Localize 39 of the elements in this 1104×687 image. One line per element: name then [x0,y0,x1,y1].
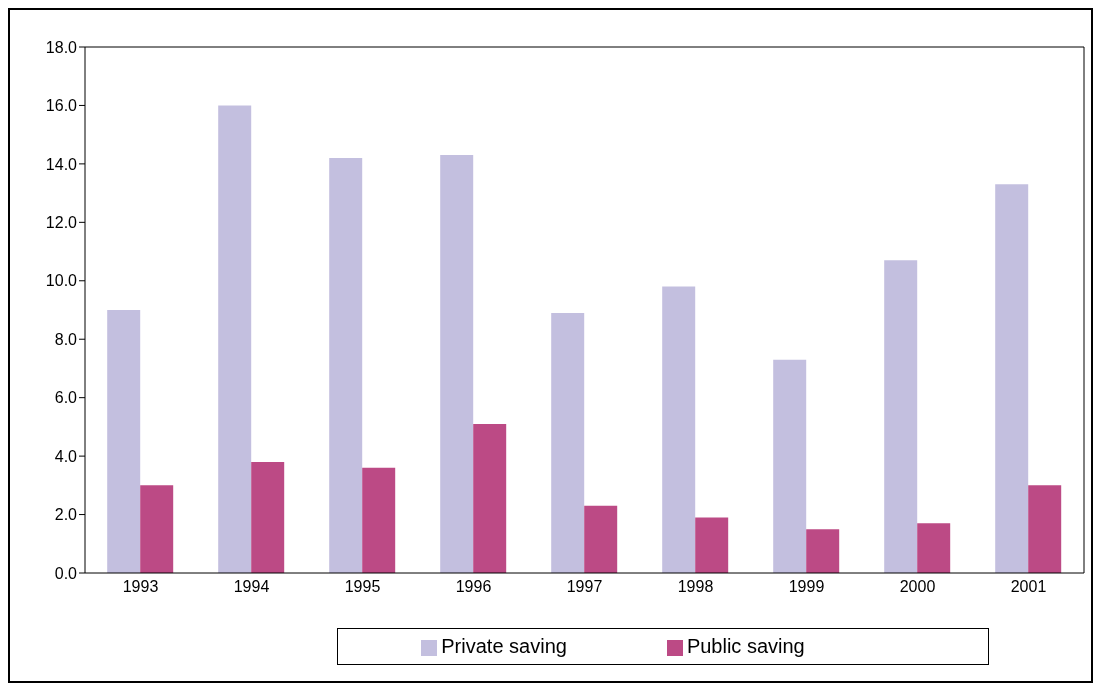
x-tick-label: 1993 [122,578,159,596]
bar [473,423,507,573]
bar [806,529,840,573]
y-tick-label: 12.0 [45,214,78,232]
bar [440,155,474,573]
bar [695,517,729,573]
x-tick-label: 1994 [233,578,270,596]
y-tick-label: 14.0 [45,155,78,173]
bar [218,105,252,573]
x-tick-label: 2001 [1010,578,1047,596]
bar [140,485,174,573]
x-tick-label: 1999 [788,578,825,596]
bar [251,461,285,573]
bar [773,359,807,573]
x-tick-label: 1997 [566,578,603,596]
x-tick-label: 1998 [677,578,714,596]
bar [551,312,585,573]
y-tick-label: 2.0 [54,506,78,524]
bar [995,184,1029,573]
y-tick-label: 0.0 [54,564,78,582]
y-tick-label: 4.0 [54,447,78,465]
legend-label: Public saving [686,635,805,657]
bar [362,467,396,573]
y-tick-label: 8.0 [54,330,78,348]
bar [917,523,951,573]
bar [107,310,141,573]
x-tick-label: 1996 [455,578,492,596]
legend-label: Private saving [441,635,567,657]
y-tick-label: 16.0 [45,97,78,115]
x-tick-label: 2000 [899,578,936,596]
bar [662,286,696,573]
y-tick-label: 10.0 [45,272,78,290]
bar [1028,485,1062,573]
bar [884,260,918,573]
bar [584,505,618,573]
y-tick-label: 6.0 [54,389,78,407]
x-tick-label: 1995 [344,578,381,596]
y-tick-label: 18.0 [45,38,78,56]
bar [329,158,363,573]
